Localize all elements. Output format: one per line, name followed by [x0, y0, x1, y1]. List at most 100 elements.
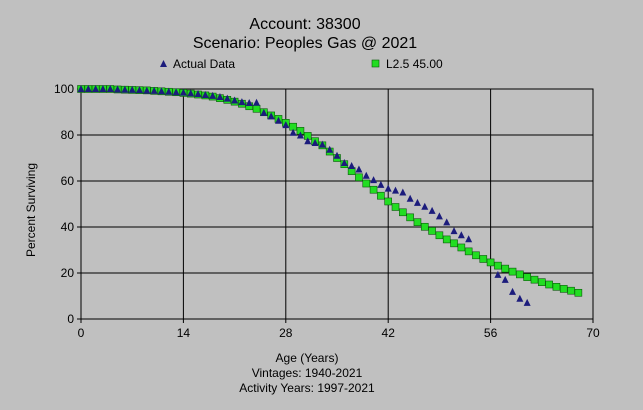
actual-data-point — [362, 171, 370, 179]
fit-curve-point — [545, 280, 553, 289]
actual-data-point — [260, 108, 268, 116]
y-tick-label: 40 — [61, 220, 75, 234]
chart-subtitle: Scenario: Peoples Gas @ 2021 — [193, 35, 417, 52]
y-tick-label: 100 — [54, 82, 74, 96]
actual-data-point — [274, 116, 282, 124]
actual-data-point — [501, 275, 509, 283]
y-tick-label: 20 — [61, 266, 75, 280]
actual-data-point — [333, 151, 341, 159]
x-tick-label: 0 — [78, 326, 85, 340]
fit-curve-point — [252, 104, 261, 113]
actual-data-point — [450, 227, 458, 235]
legend-actual-data-label: Actual Data — [173, 57, 235, 71]
fit-curve-point — [508, 267, 517, 276]
x-axis-ticks: 0 14 28 42 56 70 — [78, 319, 600, 340]
actual-data-point — [92, 85, 100, 92]
legend: Actual Data L2.5 45.00 — [160, 57, 443, 71]
legend-fit-curve-marker — [371, 59, 380, 68]
fit-curve-point — [567, 286, 575, 295]
x-tick-label: 14 — [177, 326, 191, 340]
fit-curve-point — [516, 270, 524, 279]
y-tick-label: 80 — [61, 128, 75, 142]
actual-data-point — [172, 88, 180, 96]
actual-data-point — [296, 131, 304, 139]
actual-data-point — [106, 85, 114, 92]
actual-data-point — [187, 89, 195, 97]
actual-data-point — [370, 176, 378, 184]
actual-data-point — [150, 86, 158, 94]
fit-curve-point — [559, 285, 568, 293]
actual-data-point — [223, 94, 231, 102]
fit-curve-point — [435, 231, 444, 240]
fit-curve-point — [391, 203, 400, 211]
actual-data-point — [245, 99, 253, 107]
actual-data-point — [348, 162, 356, 170]
actual-data-point — [121, 85, 129, 93]
fit-curve-point — [457, 243, 466, 252]
actual-data-point — [443, 218, 451, 226]
fit-curve-point — [530, 275, 539, 284]
fit-curve-point — [486, 258, 495, 267]
fit-curve-point — [369, 185, 378, 194]
actual-data-point — [384, 184, 392, 192]
fit-curve-point — [377, 191, 385, 200]
fit-curve-point — [355, 173, 363, 182]
x-tick-label: 28 — [279, 326, 293, 340]
actual-data-point — [157, 87, 165, 95]
fit-curve-point — [537, 278, 546, 287]
y-tick-label: 0 — [67, 312, 74, 326]
fit-curve-point — [384, 197, 393, 206]
actual-data-point — [421, 202, 429, 210]
x-tick-label: 42 — [382, 326, 396, 340]
fit-curve-point — [413, 218, 422, 226]
actual-data-point — [216, 93, 224, 101]
actual-data-point — [355, 165, 363, 173]
grid-lines — [81, 89, 593, 319]
actual-data-point — [494, 270, 502, 278]
actual-data-point — [435, 212, 443, 220]
fit-curve-point — [464, 247, 473, 256]
fit-curve-point — [523, 273, 531, 281]
plot-area — [80, 88, 594, 320]
actual-data-point — [99, 85, 107, 92]
actual-data-point — [179, 88, 187, 96]
actual-data-point — [340, 159, 348, 167]
actual-data-point — [457, 231, 465, 239]
actual-data-point — [377, 180, 385, 188]
y-axis-ticks: 0 20 40 60 80 100 — [54, 82, 81, 326]
fit-curve-point — [479, 255, 488, 263]
actual-data-point — [282, 121, 290, 129]
x-axis-label: Age (Years) — [276, 351, 339, 365]
actual-data-point — [128, 85, 136, 93]
fit-curve-point — [362, 179, 371, 188]
actual-data-point — [136, 86, 144, 94]
y-axis-label: Percent Surviving — [24, 163, 38, 257]
actual-data-point — [231, 96, 239, 104]
fit-curve-point — [472, 251, 480, 260]
x-tick-label: 70 — [586, 326, 600, 340]
footer-vintages: Vintages: 1940-2021 — [252, 366, 363, 380]
legend-actual-data-marker — [160, 60, 167, 67]
actual-data-point — [428, 206, 436, 214]
fit-curve-point — [574, 288, 583, 297]
x-tick-label: 56 — [484, 326, 498, 340]
actual-data-point — [194, 90, 202, 98]
actual-data-point — [509, 287, 517, 295]
actual-data-point — [209, 91, 217, 99]
actual-data-point — [114, 85, 122, 93]
actual-data-point — [399, 188, 407, 196]
footer-activity-years: Activity Years: 1997-2021 — [239, 381, 375, 395]
actual-data-point — [406, 194, 414, 202]
actual-data-point — [304, 137, 312, 145]
fit-curve-point — [428, 227, 436, 235]
actual-data-point — [267, 112, 275, 120]
fit-curve-point — [420, 222, 429, 231]
actual-data-point — [523, 298, 531, 306]
actual-data-point — [84, 85, 92, 92]
actual-data-point — [238, 98, 246, 106]
fit-curve-point — [406, 213, 414, 222]
legend-fit-curve-label: L2.5 45.00 — [386, 57, 443, 71]
actual-data-point — [253, 98, 261, 106]
actual-data-point — [318, 140, 326, 148]
